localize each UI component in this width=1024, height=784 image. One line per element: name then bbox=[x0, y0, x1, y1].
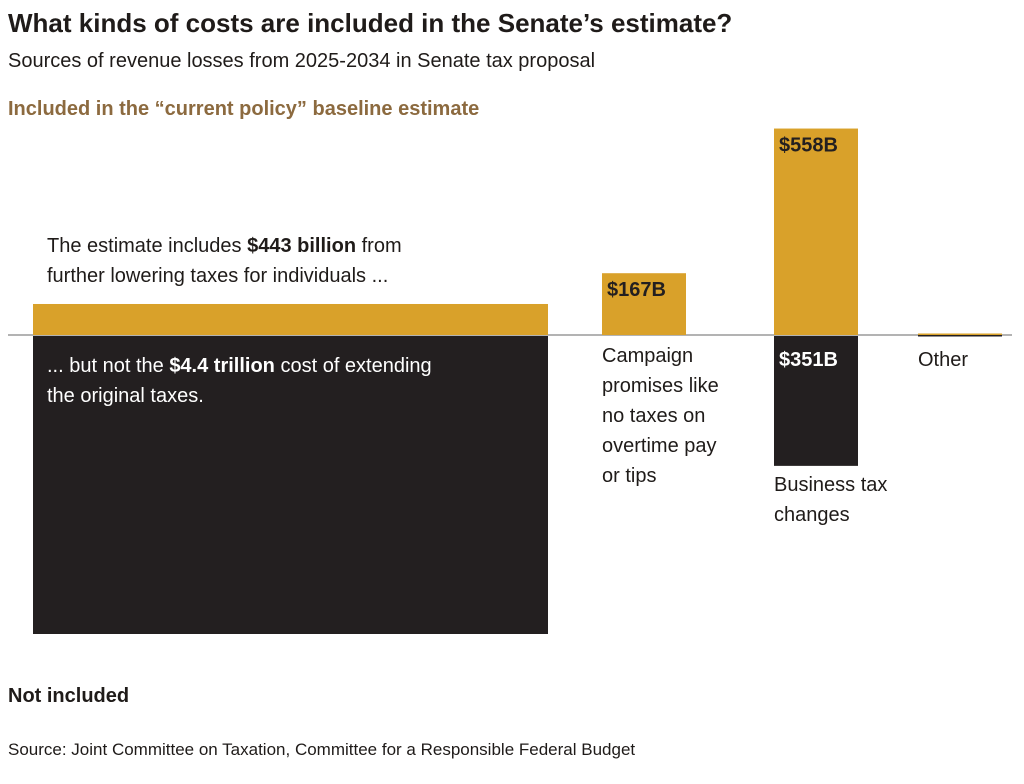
legend-included-label: Included in the “current policy” baselin… bbox=[8, 98, 480, 120]
category-label: promises like bbox=[602, 375, 719, 397]
category-label: overtime pay bbox=[602, 435, 717, 457]
bar-not-included-3 bbox=[918, 335, 1002, 337]
bar-included-1 bbox=[602, 273, 686, 335]
category-label: Campaign bbox=[602, 345, 693, 367]
bar-not-included-value-label: $351B bbox=[779, 349, 838, 371]
annotation-included-line2: further lowering taxes for individuals .… bbox=[47, 265, 388, 287]
category-label: no taxes on bbox=[602, 405, 705, 427]
bar-included-value-label: $558B bbox=[779, 135, 838, 157]
annotation-excluded-line1: ... but not the $4.4 trillion cost of ex… bbox=[47, 355, 432, 377]
bar-included-0 bbox=[33, 303, 548, 335]
bar-not-included-0 bbox=[33, 336, 548, 634]
bar-not-included-2 bbox=[774, 336, 858, 466]
annotation-excluded-line2: the original taxes. bbox=[47, 385, 204, 407]
category-label: Other bbox=[918, 349, 968, 371]
chart-subtitle: Sources of revenue losses from 2025-2034… bbox=[8, 50, 596, 72]
legend-not-included-label: Not included bbox=[8, 685, 130, 707]
bar-included-value-label: $167B bbox=[607, 279, 666, 301]
category-label: changes bbox=[774, 504, 850, 526]
annotation-included-line1: The estimate includes $443 billion from bbox=[47, 235, 402, 257]
source-note: Source: Joint Committee on Taxation, Com… bbox=[8, 740, 636, 759]
category-label: Business tax bbox=[774, 474, 887, 496]
category-label: or tips bbox=[602, 465, 656, 487]
bar-included-3 bbox=[918, 333, 1002, 335]
bar-included-2 bbox=[774, 128, 858, 335]
chart-title: What kinds of costs are included in the … bbox=[8, 8, 733, 38]
